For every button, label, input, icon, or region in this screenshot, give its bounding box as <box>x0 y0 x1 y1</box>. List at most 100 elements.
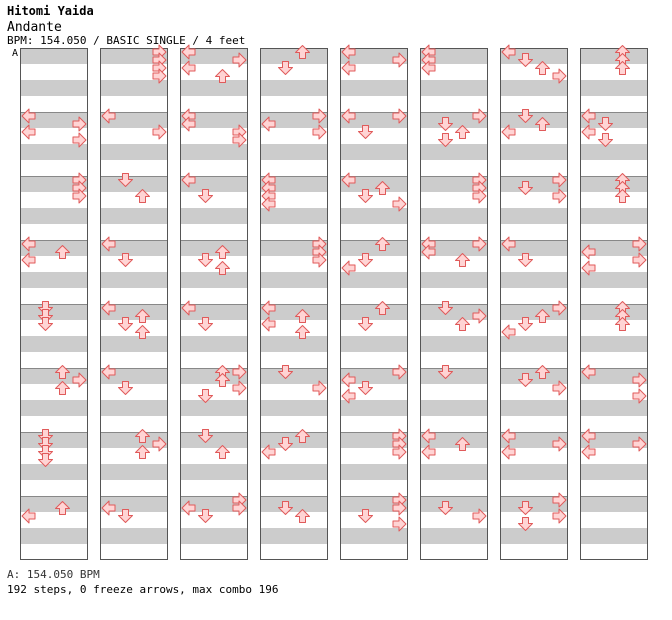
measure-stripe <box>580 272 648 288</box>
measure-stripe <box>500 368 568 384</box>
arrow-up-icon <box>375 181 390 195</box>
measure-stripe <box>20 368 88 384</box>
arrow-right-icon <box>152 124 167 140</box>
arrow-up-icon <box>135 189 150 203</box>
arrow-up-icon <box>455 317 470 331</box>
column-frame <box>500 48 568 560</box>
arrow-right-icon <box>632 388 647 404</box>
measure-stripe <box>420 496 488 512</box>
measure-stripe <box>500 432 568 448</box>
arrow-right-icon <box>472 236 487 252</box>
measure-stripe <box>260 496 328 512</box>
chart-column <box>180 48 248 560</box>
measure-stripe <box>500 528 568 544</box>
arrow-down-icon <box>118 509 133 523</box>
arrow-right-icon <box>232 500 247 516</box>
measure-stripe <box>340 464 408 480</box>
measure-stripe <box>260 112 328 128</box>
arrow-right-icon <box>72 372 87 388</box>
arrow-left-icon <box>101 500 116 516</box>
arrow-right-icon <box>392 364 407 380</box>
arrow-up-icon <box>535 365 550 379</box>
arrow-down-icon <box>278 365 293 379</box>
measure-stripe <box>580 304 648 320</box>
measure-stripe <box>340 528 408 544</box>
arrow-down-icon <box>38 301 53 315</box>
arrow-left-icon <box>261 444 276 460</box>
arrow-left-icon <box>261 316 276 332</box>
arrow-left-icon <box>181 44 196 60</box>
measure-stripe <box>580 240 648 256</box>
arrow-left-icon <box>581 108 596 124</box>
measure-stripe <box>580 496 648 512</box>
arrow-left-icon <box>21 252 36 268</box>
arrow-up-icon <box>455 253 470 267</box>
measure-stripe <box>420 368 488 384</box>
arrow-right-icon <box>152 68 167 84</box>
arrow-down-icon <box>518 317 533 331</box>
measure-stripe <box>260 368 328 384</box>
measure-stripe <box>100 400 168 416</box>
measure-stripe <box>340 400 408 416</box>
measure-stripe <box>580 112 648 128</box>
arrow-up-icon <box>55 245 70 259</box>
measure-stripe <box>500 176 568 192</box>
measure-stripe <box>100 208 168 224</box>
arrow-down-icon <box>438 501 453 515</box>
measure-stripe <box>20 304 88 320</box>
arrow-right-icon <box>312 108 327 124</box>
arrow-left-icon <box>581 364 596 380</box>
measure-stripe <box>340 144 408 160</box>
arrow-down-icon <box>358 317 373 331</box>
arrow-left-icon <box>181 172 196 188</box>
measure-stripe <box>340 80 408 96</box>
arrow-up-icon <box>375 301 390 315</box>
arrow-up-icon <box>615 189 630 203</box>
arrow-up-icon <box>535 309 550 323</box>
arrow-down-icon <box>118 253 133 267</box>
measure-stripe <box>100 368 168 384</box>
arrow-down-icon <box>518 53 533 67</box>
measure-stripe <box>500 112 568 128</box>
measure-stripe <box>180 464 248 480</box>
measure-stripe <box>20 80 88 96</box>
bpm-summary: A: 154.050 BPM <box>7 568 100 581</box>
arrow-down-icon <box>38 445 53 459</box>
arrow-down-icon <box>358 189 373 203</box>
arrow-up-icon <box>295 509 310 523</box>
arrow-left-icon <box>21 108 36 124</box>
arrow-up-icon <box>55 381 70 395</box>
column-frame <box>340 48 408 560</box>
measure-stripe <box>260 304 328 320</box>
arrow-right-icon <box>312 124 327 140</box>
column-frame <box>20 48 88 560</box>
arrow-left-icon <box>421 444 436 460</box>
arrow-left-icon <box>581 428 596 444</box>
arrow-left-icon <box>341 108 356 124</box>
arrow-up-icon <box>135 309 150 323</box>
measure-stripe <box>260 464 328 480</box>
measure-stripe <box>180 336 248 352</box>
measure-stripe <box>420 80 488 96</box>
arrow-right-icon <box>312 252 327 268</box>
measure-stripe <box>420 400 488 416</box>
measure-stripe <box>100 304 168 320</box>
measure-stripe <box>260 336 328 352</box>
arrow-right-icon <box>232 380 247 396</box>
arrow-down-icon <box>438 117 453 131</box>
arrow-down-icon <box>198 189 213 203</box>
bpm-segment-marker: A <box>12 48 19 59</box>
measure-stripe <box>340 368 408 384</box>
arrow-left-icon <box>341 44 356 60</box>
measure-stripe <box>260 80 328 96</box>
arrow-down-icon <box>358 509 373 523</box>
song-title: Andante <box>7 20 62 35</box>
arrow-down-icon <box>38 437 53 451</box>
measure-stripe <box>580 528 648 544</box>
measure-stripe <box>500 496 568 512</box>
measure-stripe <box>340 336 408 352</box>
arrow-right-icon <box>472 508 487 524</box>
arrow-up-icon <box>215 373 230 387</box>
measure-stripe <box>580 368 648 384</box>
measure-stripe <box>580 400 648 416</box>
